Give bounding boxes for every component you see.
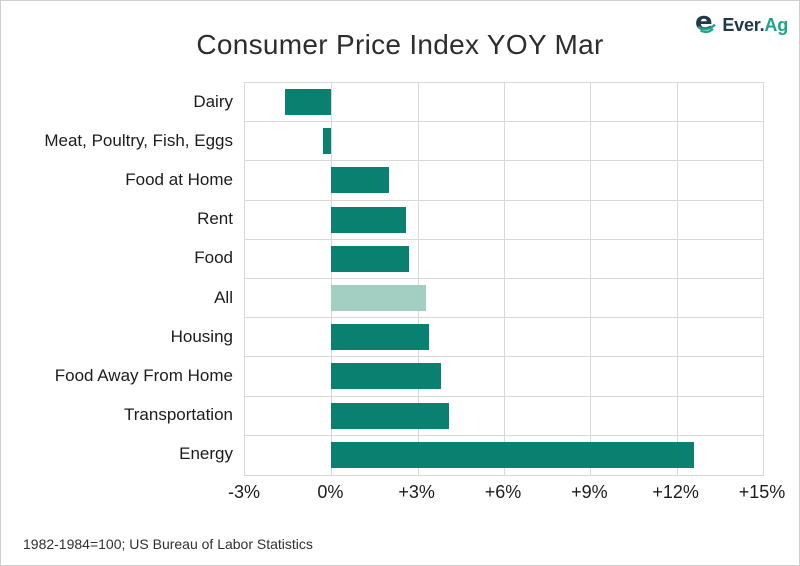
chart-row-food-away-from-home bbox=[245, 357, 763, 397]
category-label-food-at-home: Food at Home bbox=[125, 170, 233, 189]
bar-energy bbox=[331, 442, 694, 469]
chart-title: Consumer Price Index YOY Mar bbox=[196, 29, 604, 60]
gridline-12 bbox=[676, 83, 678, 475]
chart-row-rent bbox=[245, 201, 763, 240]
category-label-food: Food bbox=[194, 248, 233, 268]
category-label-all: All bbox=[214, 287, 233, 307]
x-tick-3: -3% bbox=[227, 482, 261, 502]
category-labels: Dairy Meat, Poultry, Fish, Eggs Food at Ho… bbox=[1, 82, 233, 474]
logo-text-ag: Ag bbox=[764, 15, 788, 35]
chart-row-meat-poultry-fish-eggs bbox=[245, 122, 763, 162]
x-tick-0: 0% bbox=[317, 482, 344, 502]
x-axis: -3% 0% +3% +6% +9% +12% +15% bbox=[228, 482, 785, 506]
category-label-rent: Rent bbox=[197, 209, 233, 229]
x-tick-9: +9% bbox=[571, 482, 608, 502]
bar-meat-poultry-fish-eggs bbox=[322, 128, 332, 155]
everag-logo: e Ever.Ag bbox=[695, 7, 788, 40]
bar-housing bbox=[331, 324, 430, 351]
bar-dairy bbox=[285, 89, 332, 116]
gridline-3 bbox=[417, 83, 419, 475]
category-label-dairy: Dairy bbox=[193, 91, 233, 111]
e-globe-icon: e bbox=[695, 7, 719, 40]
bar-transportation bbox=[331, 402, 450, 429]
x-tick-12: +12% bbox=[652, 482, 699, 502]
chart-row-food-at-home bbox=[245, 161, 763, 201]
bar-rent bbox=[331, 206, 407, 233]
gridline-9 bbox=[590, 83, 592, 475]
category-label-housing: Housing bbox=[170, 326, 233, 346]
logo-wordmark: Ever.Ag bbox=[722, 13, 788, 37]
x-tick-3: +3% bbox=[398, 482, 435, 502]
gridline-6 bbox=[504, 83, 505, 475]
chart-row-housing bbox=[245, 318, 763, 358]
x-tick-15: +15% bbox=[738, 482, 786, 502]
bar-all bbox=[331, 285, 427, 312]
category-label-meat-poultry-fish-eggs: Meat, Poultry, Fish, Eggs bbox=[44, 130, 233, 150]
category-label-transportation: Transportation bbox=[124, 405, 233, 425]
x-tick-6: +6% bbox=[484, 482, 522, 502]
plot-area bbox=[244, 82, 764, 476]
gridline-0 bbox=[331, 83, 333, 475]
chart-row-transportation bbox=[245, 397, 763, 436]
source-note: 1982-1984=100; US Bureau of Labor Statis… bbox=[23, 536, 313, 552]
bar-food bbox=[331, 245, 410, 272]
bar-food-away-from-home bbox=[331, 363, 441, 390]
category-label-energy: Energy bbox=[179, 444, 233, 464]
chart-row-food bbox=[245, 240, 763, 279]
chart-row-dairy bbox=[245, 83, 763, 123]
logo-text-ever: Ever. bbox=[722, 15, 765, 35]
category-label-food-away-from-home: Food Away From Home bbox=[54, 366, 233, 386]
chart-row-all bbox=[245, 279, 763, 319]
chart-row-energy bbox=[245, 436, 763, 475]
bar-food-at-home bbox=[331, 167, 389, 194]
